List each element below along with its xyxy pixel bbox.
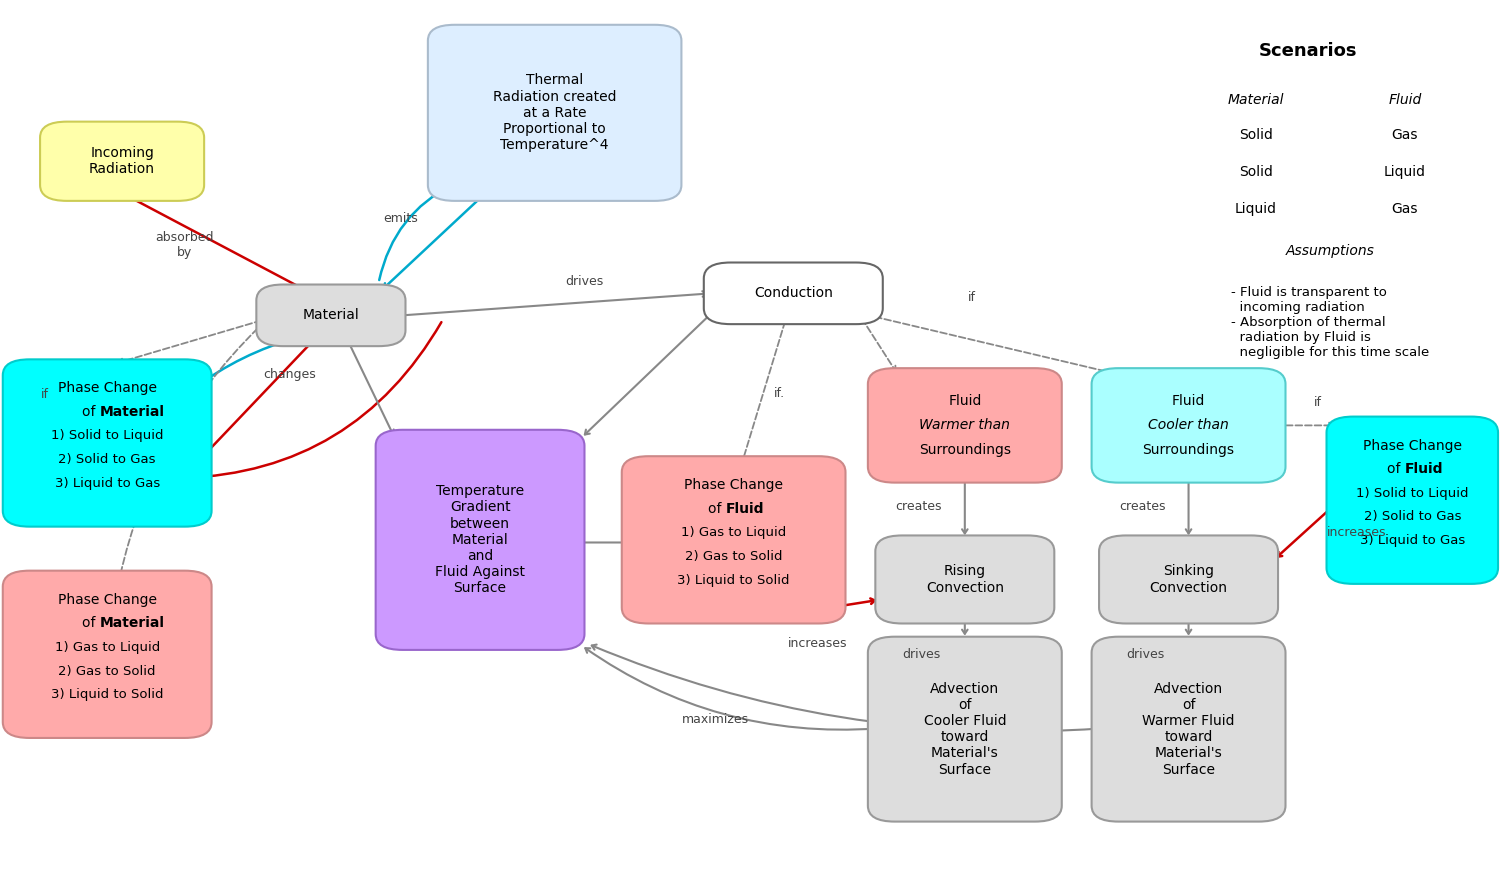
FancyBboxPatch shape [1092,369,1286,483]
Text: Phase Change: Phase Change [684,478,783,493]
Text: changes: changes [262,368,315,381]
Text: Liquid: Liquid [1384,165,1426,179]
Text: Fluid: Fluid [1406,462,1443,477]
Text: increases: increases [1328,526,1388,540]
Text: Incoming
Radiation: Incoming Radiation [88,146,154,176]
Text: Surroundings: Surroundings [1143,443,1234,457]
Text: if.: if. [774,387,786,400]
Text: Advection
of
Warmer Fluid
toward
Material's
Surface: Advection of Warmer Fluid toward Materia… [1143,681,1234,777]
Text: Rising
Convection: Rising Convection [926,564,1004,595]
Text: 1) Solid to Liquid: 1) Solid to Liquid [1356,486,1468,500]
Text: emits: emits [384,212,418,225]
Text: Fluid: Fluid [948,393,981,408]
Text: 1) Gas to Liquid: 1) Gas to Liquid [54,641,160,654]
FancyBboxPatch shape [704,262,884,324]
FancyBboxPatch shape [427,25,681,201]
Text: Thermal
Radiation created
at a Rate
Proportional to
Temperature^4: Thermal Radiation created at a Rate Prop… [494,74,616,152]
FancyBboxPatch shape [868,369,1062,483]
Text: Scenarios: Scenarios [1258,43,1358,60]
Text: 2) Gas to Solid: 2) Gas to Solid [686,550,783,563]
FancyBboxPatch shape [375,430,585,650]
Text: Surroundings: Surroundings [920,443,1011,457]
Text: increases: increases [788,637,847,650]
Text: if: if [969,291,976,304]
FancyBboxPatch shape [40,121,204,201]
FancyBboxPatch shape [868,637,1062,821]
Text: Conduction: Conduction [754,286,833,300]
Text: Fluid: Fluid [1172,393,1204,408]
Text: 2) Gas to Solid: 2) Gas to Solid [58,664,156,678]
FancyBboxPatch shape [1092,637,1286,821]
Text: 2) Solid to Gas: 2) Solid to Gas [58,454,156,466]
FancyBboxPatch shape [876,535,1054,624]
Text: drives: drives [1126,648,1164,661]
Text: of: of [708,502,726,516]
Text: of: of [82,405,99,419]
Text: of: of [82,617,99,631]
FancyBboxPatch shape [3,360,211,526]
Text: drives: drives [566,276,603,288]
Text: 3) Liquid to Solid: 3) Liquid to Solid [678,574,790,587]
FancyBboxPatch shape [1326,416,1498,584]
Text: Material: Material [303,308,360,323]
Text: Phase Change: Phase Change [57,381,156,395]
Text: 3) Liquid to Solid: 3) Liquid to Solid [51,688,164,702]
Text: Material: Material [99,617,165,631]
Text: Temperature
Gradient
between
Material
and
Fluid Against
Surface: Temperature Gradient between Material an… [435,485,525,595]
Text: Phase Change: Phase Change [57,593,156,607]
Text: if: if [40,388,48,401]
Text: if: if [1314,396,1323,409]
Text: Warmer than: Warmer than [920,418,1011,432]
Text: of: of [1388,462,1406,477]
Text: Fluid: Fluid [726,502,765,516]
Text: 3) Liquid to Gas: 3) Liquid to Gas [54,477,160,490]
Text: Cooler than: Cooler than [1148,418,1228,432]
FancyBboxPatch shape [622,456,846,624]
Text: Advection
of
Cooler Fluid
toward
Material's
Surface: Advection of Cooler Fluid toward Materia… [924,681,1007,777]
Text: Gas: Gas [1392,202,1417,216]
Text: Sinking
Convection: Sinking Convection [1149,564,1227,595]
Text: Liquid: Liquid [1234,202,1276,216]
Text: Fluid: Fluid [1388,93,1422,106]
Text: Assumptions: Assumptions [1286,244,1374,258]
Text: Gas: Gas [1392,128,1417,142]
Text: Solid: Solid [1239,128,1272,142]
Text: Material: Material [1227,93,1284,106]
FancyBboxPatch shape [3,571,211,738]
FancyBboxPatch shape [256,284,405,346]
FancyBboxPatch shape [1100,535,1278,624]
Text: drives: drives [903,648,940,661]
Text: 1) Gas to Liquid: 1) Gas to Liquid [681,526,786,540]
Text: 1) Solid to Liquid: 1) Solid to Liquid [51,430,164,442]
Text: 3) Liquid to Gas: 3) Liquid to Gas [1359,534,1466,548]
Text: - Fluid is transparent to
  incoming radiation
- Absorption of thermal
  radiati: - Fluid is transparent to incoming radia… [1232,286,1430,360]
Text: Solid: Solid [1239,165,1272,179]
Text: 2) Solid to Gas: 2) Solid to Gas [1364,510,1461,524]
Text: Material: Material [99,405,165,419]
Text: Phase Change: Phase Change [1364,439,1462,453]
Text: creates: creates [896,500,942,513]
Text: absorbed
by: absorbed by [156,231,214,259]
Text: creates: creates [1119,500,1166,513]
Text: maximizes: maximizes [682,713,750,726]
